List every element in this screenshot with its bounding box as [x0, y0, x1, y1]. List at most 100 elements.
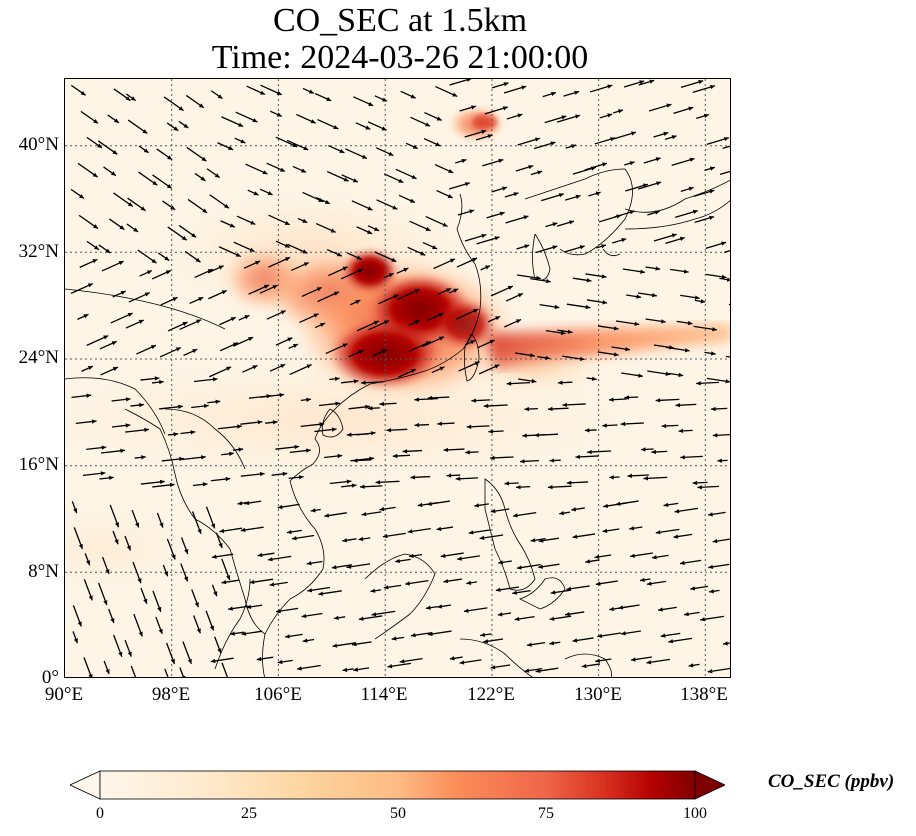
- wind-arrow-head: [139, 402, 144, 408]
- wind-arrow-head: [195, 257, 201, 263]
- wind-arrow-head: [80, 90, 86, 96]
- wind-arrow-head: [624, 395, 630, 400]
- wind-arrow-head: [663, 131, 669, 136]
- wind-arrow-head: [291, 536, 297, 541]
- wind-arrow-head: [597, 633, 603, 639]
- wind-arrow-head: [502, 106, 508, 111]
- wind-arrow-head: [218, 543, 223, 548]
- wind-arrow-head: [692, 480, 698, 486]
- wind-arrow-head: [453, 288, 459, 293]
- wind-arrow-head: [671, 135, 677, 140]
- wind-arrow-head: [181, 235, 187, 241]
- wind-arrow-head: [530, 353, 535, 358]
- wind-arrow-head: [284, 220, 290, 225]
- wind-arrow-head: [244, 500, 250, 506]
- wind-arrow-head: [613, 326, 619, 331]
- wind-arrow-head: [464, 182, 470, 187]
- wind-arrow-head: [310, 119, 316, 124]
- wind-arrow-head: [368, 101, 374, 106]
- wind-arrow-head: [445, 288, 451, 293]
- wind-arrow-head: [630, 553, 635, 558]
- wind-arrow-head: [164, 571, 169, 577]
- wind-arrow-head: [656, 181, 662, 186]
- wind-arrow-head: [566, 480, 572, 485]
- wind-arrow-head: [561, 115, 567, 120]
- wind-arrow-head: [566, 586, 572, 591]
- wind-arrow-head: [528, 164, 534, 170]
- wind-arrow-head: [485, 265, 491, 270]
- wind-arrow-head: [567, 329, 573, 334]
- wind-arrow-head: [568, 220, 574, 225]
- wind-arrow-head: [137, 578, 142, 584]
- wind-arrow-head: [534, 432, 540, 438]
- wind-arrow-head: [387, 664, 393, 669]
- wind-arrow-head: [336, 252, 342, 257]
- wind-arrow-head: [439, 366, 445, 371]
- wind-arrow-head: [93, 245, 99, 250]
- wind-arrow-head: [83, 314, 89, 319]
- wind-arrow-head: [585, 559, 591, 564]
- wind-arrow-head: [308, 89, 314, 94]
- wind-arrow-head: [333, 615, 339, 620]
- wind-arrow-head: [159, 522, 164, 528]
- wind-arrow-head: [313, 313, 319, 318]
- wind-arrow-head: [154, 376, 160, 381]
- wind-arrow-head: [579, 356, 585, 362]
- wind-arrow-head: [512, 513, 518, 518]
- wind-arrow-head: [519, 459, 525, 464]
- map-panel: [64, 78, 731, 678]
- wind-arrow-head: [683, 269, 689, 274]
- map-subtitle: Time: 2024-03-26 21:00:00: [211, 39, 589, 76]
- wind-arrow-head: [663, 502, 669, 508]
- wind-arrow-head: [252, 365, 258, 370]
- wind-arrow-head: [92, 259, 98, 264]
- wind-arrow-head: [277, 504, 283, 510]
- wind-arrow-head: [360, 484, 365, 489]
- wind-arrow-head: [151, 258, 157, 264]
- wind-arrow-head: [620, 421, 626, 427]
- wind-arrow-head: [600, 244, 606, 249]
- lat-tick-label: 8°N: [28, 561, 59, 582]
- wind-arrow-head: [235, 252, 241, 257]
- wind-arrow-head: [557, 380, 563, 385]
- wind-arrow-head: [459, 660, 465, 665]
- wind-arrow-head: [101, 445, 107, 450]
- wind-arrow-head: [608, 397, 614, 402]
- lat-tick-label: 40°N: [18, 134, 59, 155]
- wind-arrow-head: [679, 560, 685, 566]
- wind-arrow-head: [118, 651, 123, 657]
- wind-arrow-head: [668, 639, 674, 644]
- wind-arrow-head: [198, 297, 204, 302]
- wind-arrow-head: [221, 290, 227, 295]
- wind-arrow-head: [712, 433, 718, 438]
- wind-arrow-head: [559, 510, 564, 516]
- wind-arrow-head: [263, 284, 269, 289]
- wind-arrow-head: [560, 330, 566, 336]
- wind-arrow-head: [661, 423, 667, 429]
- wind-arrow-head: [601, 274, 607, 279]
- wind-arrow-head: [472, 257, 478, 262]
- wind-arrow-head: [352, 458, 358, 463]
- wind-arrow-head: [594, 554, 600, 559]
- wind-arrow-head: [240, 527, 246, 533]
- wind-arrow-head: [437, 604, 443, 609]
- wind-arrow: [130, 665, 137, 677]
- wind-arrow-head: [280, 364, 286, 369]
- wind-arrow-head: [690, 586, 696, 591]
- wind-arrow-head: [367, 229, 373, 234]
- wind-arrow-head: [130, 96, 136, 101]
- wind-arrow-head: [244, 315, 250, 320]
- colorbar-tick: 0: [96, 805, 104, 822]
- wind-arrow-head: [507, 285, 513, 290]
- wind-arrow-head: [565, 611, 570, 617]
- wind-arrow-head: [535, 668, 541, 674]
- wind-arrow-head: [217, 648, 222, 654]
- wind-arrow-head: [417, 502, 423, 508]
- lon-tick-label: 90°E: [44, 684, 84, 705]
- wind-arrow-head: [167, 155, 173, 160]
- wind-arrow-head: [436, 116, 442, 121]
- wind-arrow-head: [331, 565, 337, 570]
- wind-arrow-head: [607, 113, 613, 118]
- wind-arrow-head: [302, 218, 308, 223]
- wind-arrow-head: [238, 447, 244, 452]
